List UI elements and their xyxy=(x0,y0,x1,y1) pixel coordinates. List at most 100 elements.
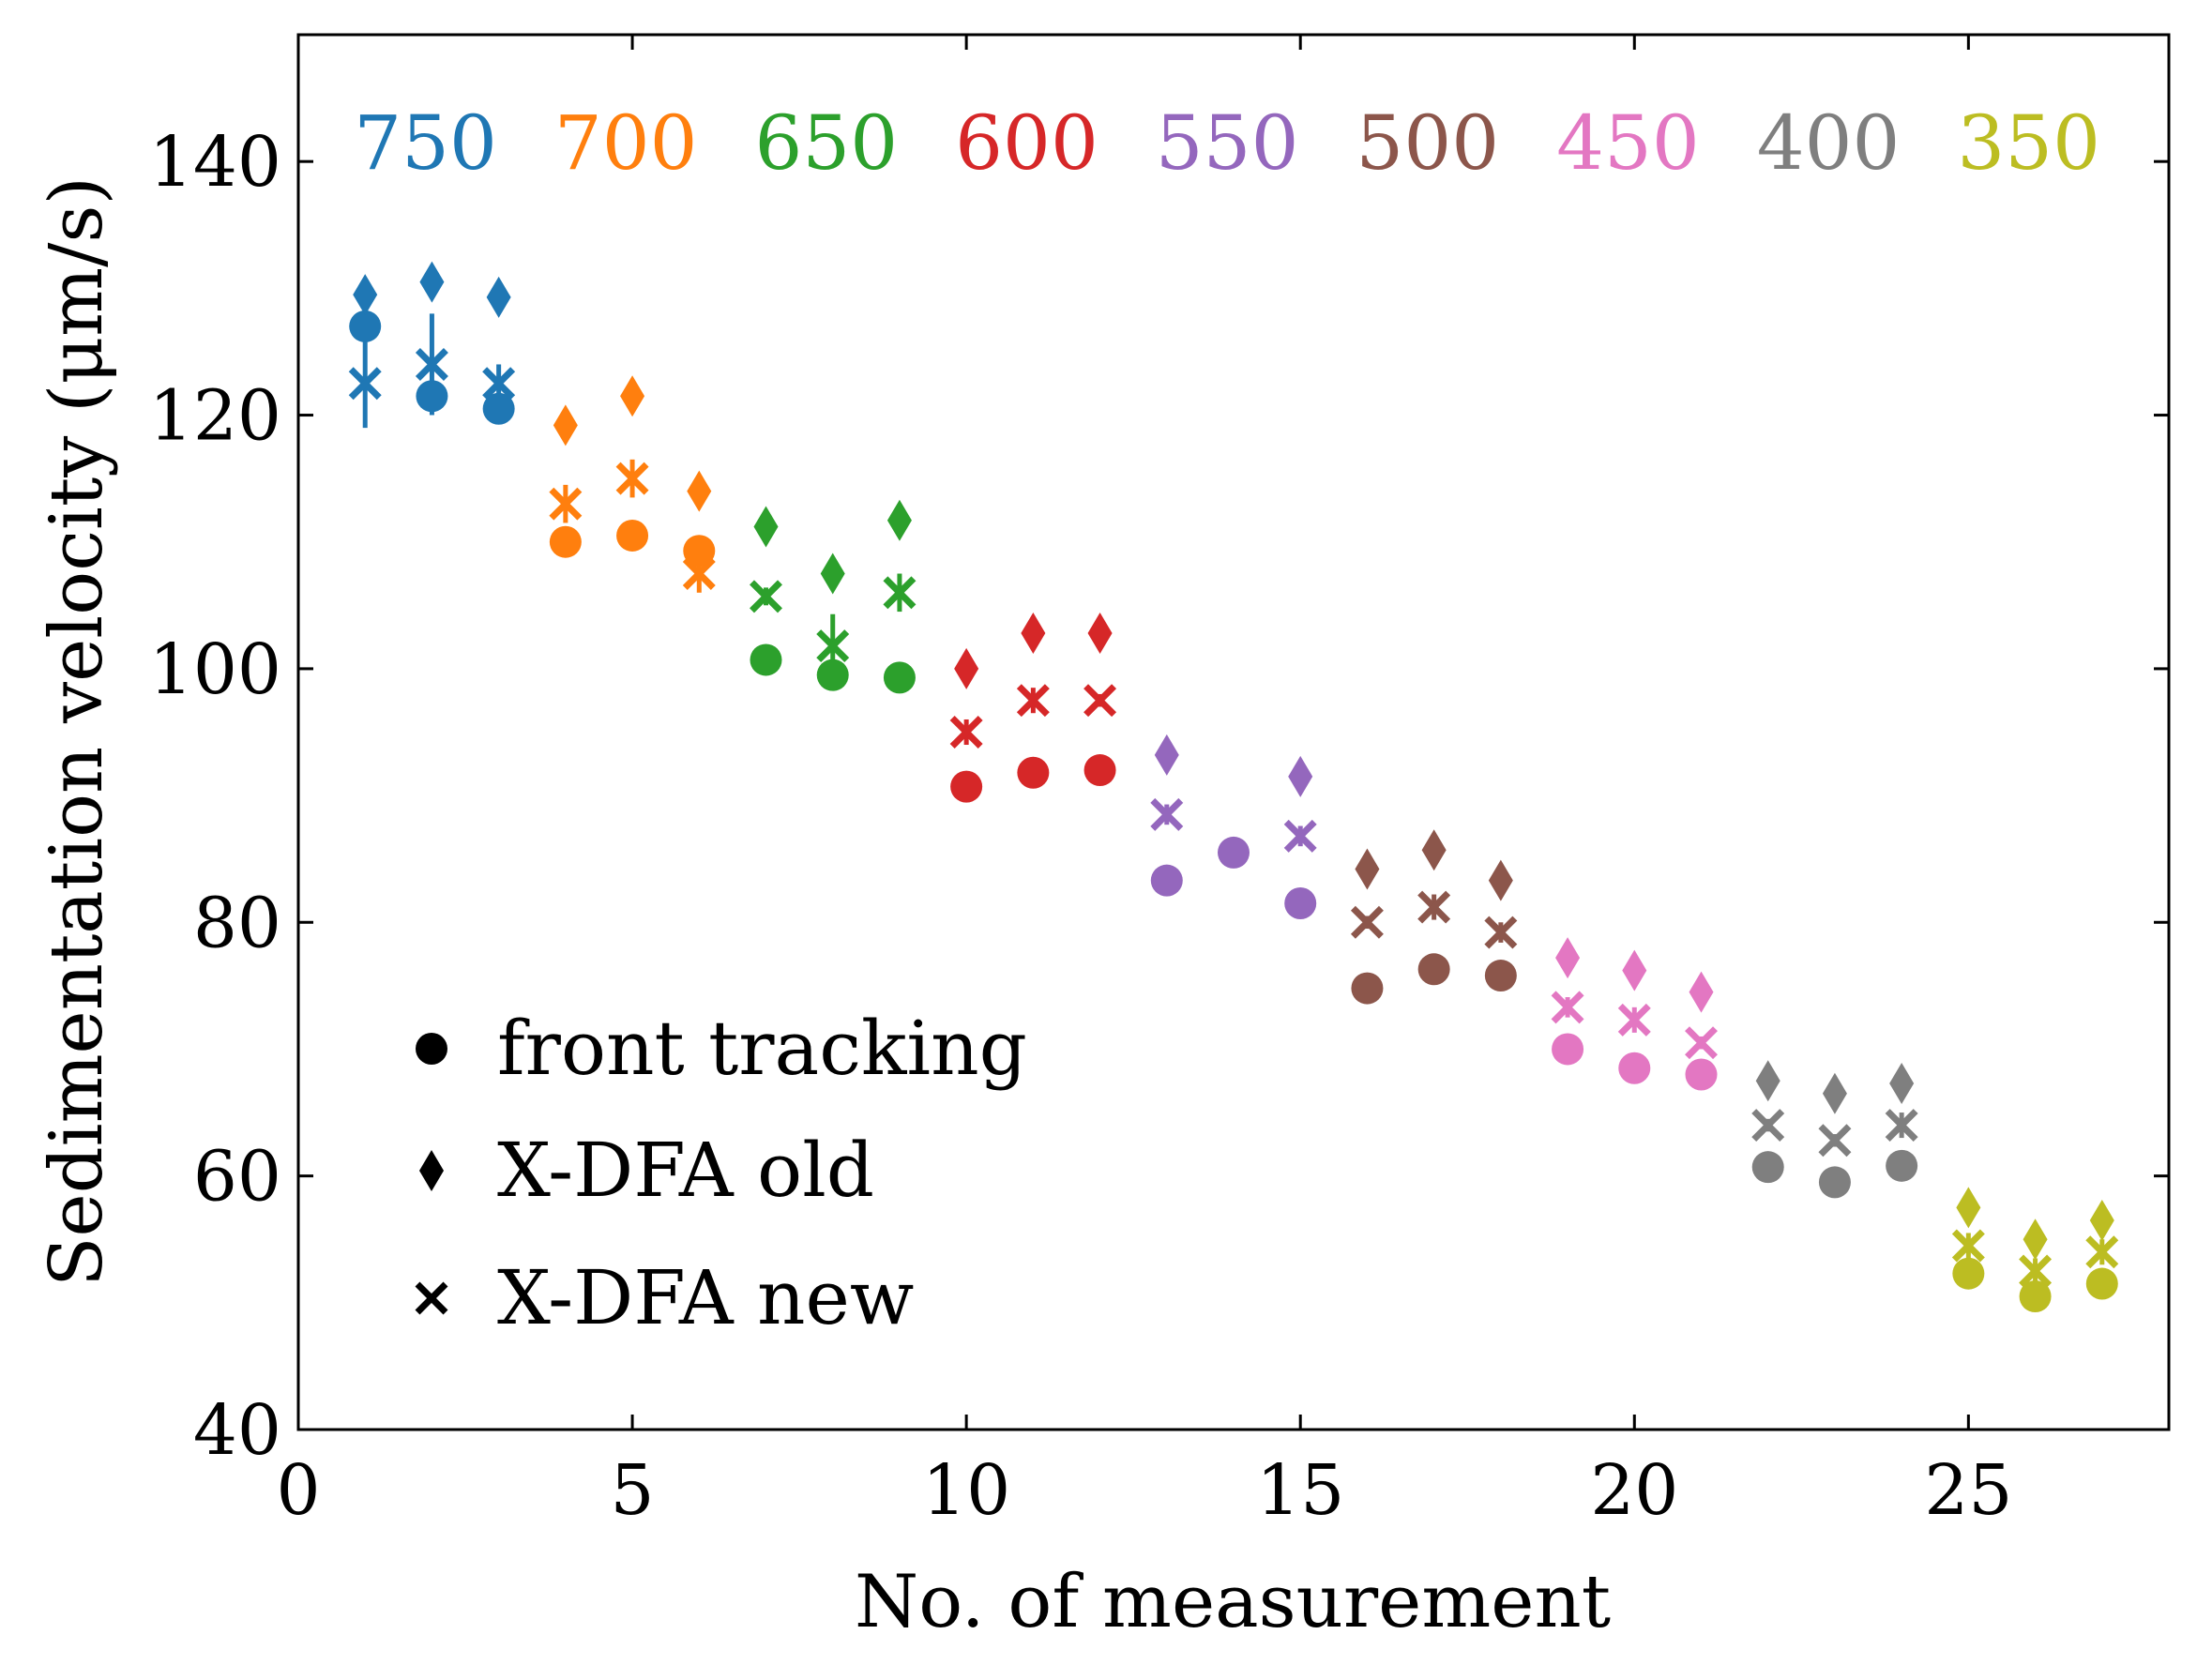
front-tracking-point xyxy=(482,392,515,425)
xdfa-new-point-stroke-b xyxy=(883,576,917,610)
xdfa-new-point xyxy=(615,462,649,495)
xdfa-old-point xyxy=(1087,613,1113,655)
xdfa-new-point-stroke-b xyxy=(1484,916,1518,949)
xdfa-old-point xyxy=(1154,734,1179,776)
xdfa-new-point xyxy=(1484,916,1518,949)
xdfa-new-point-stroke-b xyxy=(1417,890,1451,924)
legend-label: X-DFA new xyxy=(497,1254,914,1341)
front-tracking-point xyxy=(1818,1166,1851,1199)
xdfa-old-point xyxy=(753,506,779,548)
xdfa-old-point xyxy=(2023,1218,2048,1261)
xdfa-old-point xyxy=(1488,859,1513,901)
xdfa-new-point-stroke-b xyxy=(1551,991,1584,1024)
front-tracking-point xyxy=(750,643,782,676)
xdfa-new-point-stroke-b xyxy=(1885,1109,1918,1143)
xdfa-new-point xyxy=(348,367,382,401)
legend-x-marker-stroke-b xyxy=(415,1281,448,1315)
legend-circle-marker xyxy=(416,1033,447,1065)
xdfa-old-point xyxy=(1421,829,1447,871)
xdfa-new-point-stroke-b xyxy=(1818,1124,1852,1158)
xdfa-new-point xyxy=(1885,1109,1918,1143)
front-tracking-point xyxy=(1218,836,1250,869)
xdfa-new-point xyxy=(482,367,516,401)
group-label-450: 450 xyxy=(1556,99,1700,187)
xdfa-old-point xyxy=(1555,937,1581,979)
xdfa-old-point xyxy=(353,274,378,316)
legend-diamond-marker xyxy=(419,1150,444,1191)
front-tracking-point xyxy=(416,380,448,413)
xdfa-old-point xyxy=(1622,949,1647,991)
legend-label: front tracking xyxy=(497,1005,1027,1092)
xdfa-new-point-stroke-b xyxy=(1016,684,1050,718)
xdfa-new-point-stroke-b xyxy=(1283,819,1317,853)
front-tracking-point xyxy=(1284,886,1317,919)
xdfa-old-point xyxy=(820,552,845,595)
group-label-350: 350 xyxy=(1957,99,2100,187)
xdfa-new-point-stroke-b xyxy=(482,367,516,401)
y-tick-label: 120 xyxy=(149,376,281,457)
xdfa-new-point xyxy=(549,487,583,521)
y-axis-title: Sedimentation velocity (μm/s) xyxy=(35,176,119,1287)
xdfa-old-point xyxy=(886,499,912,541)
front-tracking-point xyxy=(549,525,582,558)
front-tracking-point xyxy=(1083,754,1116,787)
xdfa-new-point-stroke-b xyxy=(2085,1235,2119,1269)
front-tracking-point xyxy=(1552,1033,1584,1066)
xdfa-old-point xyxy=(1889,1062,1915,1104)
front-tracking-point xyxy=(883,661,916,694)
x-axis-title: No. of measurement xyxy=(855,1560,1611,1644)
xdfa-old-point xyxy=(1288,755,1313,797)
front-tracking-point xyxy=(1618,1052,1651,1084)
xdfa-old-point xyxy=(1355,848,1380,890)
y-tick-label: 40 xyxy=(193,1390,281,1471)
xdfa-new-point xyxy=(1150,797,1184,831)
front-tracking-point xyxy=(816,658,849,691)
group-label-400: 400 xyxy=(1757,99,1901,187)
front-tracking-point xyxy=(950,770,983,803)
xdfa-new-point xyxy=(1350,905,1384,939)
xdfa-new-point-stroke-b xyxy=(2019,1254,2053,1288)
group-label-700: 700 xyxy=(554,99,698,187)
group-label-500: 500 xyxy=(1356,99,1499,187)
xdfa-new-point-stroke-b xyxy=(549,487,583,521)
xdfa-old-point xyxy=(687,470,712,512)
xdfa-new-point-stroke-b xyxy=(1751,1109,1785,1143)
xdfa-new-point-stroke-b xyxy=(750,580,782,613)
y-tick-label: 100 xyxy=(149,629,281,710)
front-tracking-point xyxy=(2019,1280,2052,1313)
xdfa-new-point-stroke-b xyxy=(1951,1229,1985,1263)
data-layer xyxy=(348,261,2119,1313)
y-tick-label: 80 xyxy=(193,883,281,963)
xdfa-new-point xyxy=(1685,1026,1718,1060)
xdfa-new-point xyxy=(1016,684,1050,718)
legend: front tracking X-DFA old X-DFA new xyxy=(415,1005,1027,1341)
x-tick-label: 0 xyxy=(276,1450,320,1531)
plot-frame xyxy=(296,33,2171,1431)
legend-label: X-DFA old xyxy=(497,1127,874,1214)
xdfa-new-point xyxy=(1951,1229,1985,1263)
xdfa-new-point xyxy=(415,347,448,381)
front-tracking-point xyxy=(616,519,649,552)
front-tracking-point xyxy=(1952,1257,1985,1290)
xdfa-new-point-stroke-b xyxy=(1617,1003,1651,1037)
xdfa-old-point xyxy=(1822,1072,1847,1114)
xdfa-new-point xyxy=(682,557,716,590)
xdfa-new-point-stroke-b xyxy=(415,347,448,381)
tick-label-layer: 0 5 10 15 20 25 40 60 80 100 120 140 xyxy=(149,122,2013,1531)
xdfa-new-point xyxy=(949,716,983,749)
group-label-600: 600 xyxy=(955,99,1098,187)
front-tracking-point xyxy=(1351,972,1384,1005)
front-tracking-point xyxy=(1417,953,1450,986)
xdfa-old-point xyxy=(1689,971,1714,1013)
xdfa-old-point xyxy=(1755,1060,1780,1102)
xdfa-new-point-stroke-b xyxy=(682,557,716,590)
xdfa-new-point xyxy=(1551,991,1584,1024)
front-tracking-point xyxy=(2085,1267,2118,1300)
front-tracking-point xyxy=(1685,1058,1718,1091)
xdfa-new-point-stroke-b xyxy=(1350,905,1384,939)
xdfa-old-point xyxy=(1956,1187,1981,1229)
xdfa-new-point-stroke-b xyxy=(1150,797,1184,831)
xdfa-new-point xyxy=(2019,1254,2053,1288)
xdfa-new-point-stroke-b xyxy=(1083,684,1117,718)
